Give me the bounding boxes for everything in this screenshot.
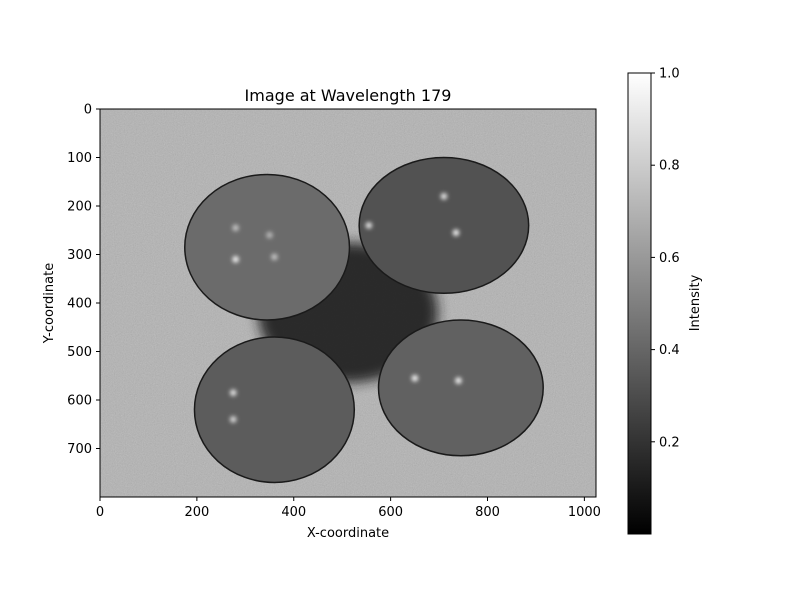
x-tick-label: 400 <box>281 505 306 520</box>
highlight-spot <box>365 222 373 229</box>
highlight-spot <box>232 256 239 263</box>
x-tick-label: 0 <box>96 505 104 520</box>
y-tick-label: 200 <box>67 200 92 215</box>
y-axis: 0 100 200 300 400 500 600 700 <box>67 103 100 457</box>
highlight-spot <box>271 253 278 261</box>
x-tick-label: 200 <box>184 505 209 520</box>
highlight-spot <box>440 193 448 200</box>
colorbar-axis: 0.2 0.4 0.6 0.8 1.0 <box>651 67 680 450</box>
highlight-spot <box>232 224 239 232</box>
x-axis: 0 200 400 600 800 1000 <box>96 497 601 520</box>
highlight-spot <box>452 229 460 236</box>
colorbar-tick-label: 0.6 <box>659 251 680 266</box>
colorbar-tick-label: 0.8 <box>659 159 680 174</box>
fruit-top-right <box>358 156 530 295</box>
colorbar <box>627 72 652 535</box>
highlight-spot <box>455 377 462 384</box>
colorbar-tick-label: 0.4 <box>659 343 680 358</box>
y-axis-label: Y-coordinate <box>42 263 57 344</box>
highlight-spot <box>230 389 237 396</box>
y-tick-label: 400 <box>67 297 92 312</box>
chart-title: Image at Wavelength 179 <box>245 86 452 105</box>
fruit-bottom-right <box>377 319 544 457</box>
x-tick-label: 800 <box>475 505 500 520</box>
y-tick-label: 700 <box>67 442 92 457</box>
y-tick-label: 500 <box>67 345 92 360</box>
fruit-top-left <box>184 173 351 321</box>
colorbar-tick-label: 0.2 <box>659 435 680 450</box>
y-tick-label: 300 <box>67 248 92 263</box>
highlight-spot <box>411 374 419 382</box>
x-axis-label: X-coordinate <box>307 526 389 541</box>
colorbar-label: Intensity <box>688 274 703 331</box>
x-tick-label: 1000 <box>568 505 601 520</box>
x-tick-label: 600 <box>378 505 403 520</box>
y-tick-label: 100 <box>67 151 92 166</box>
highlight-spot <box>266 231 273 239</box>
fruit-bottom-left <box>193 336 356 484</box>
highlight-spot <box>230 416 237 423</box>
y-tick-label: 0 <box>84 103 92 118</box>
y-tick-label: 600 <box>67 394 92 409</box>
image-area <box>100 109 596 497</box>
colorbar-tick-label: 1.0 <box>659 67 680 82</box>
